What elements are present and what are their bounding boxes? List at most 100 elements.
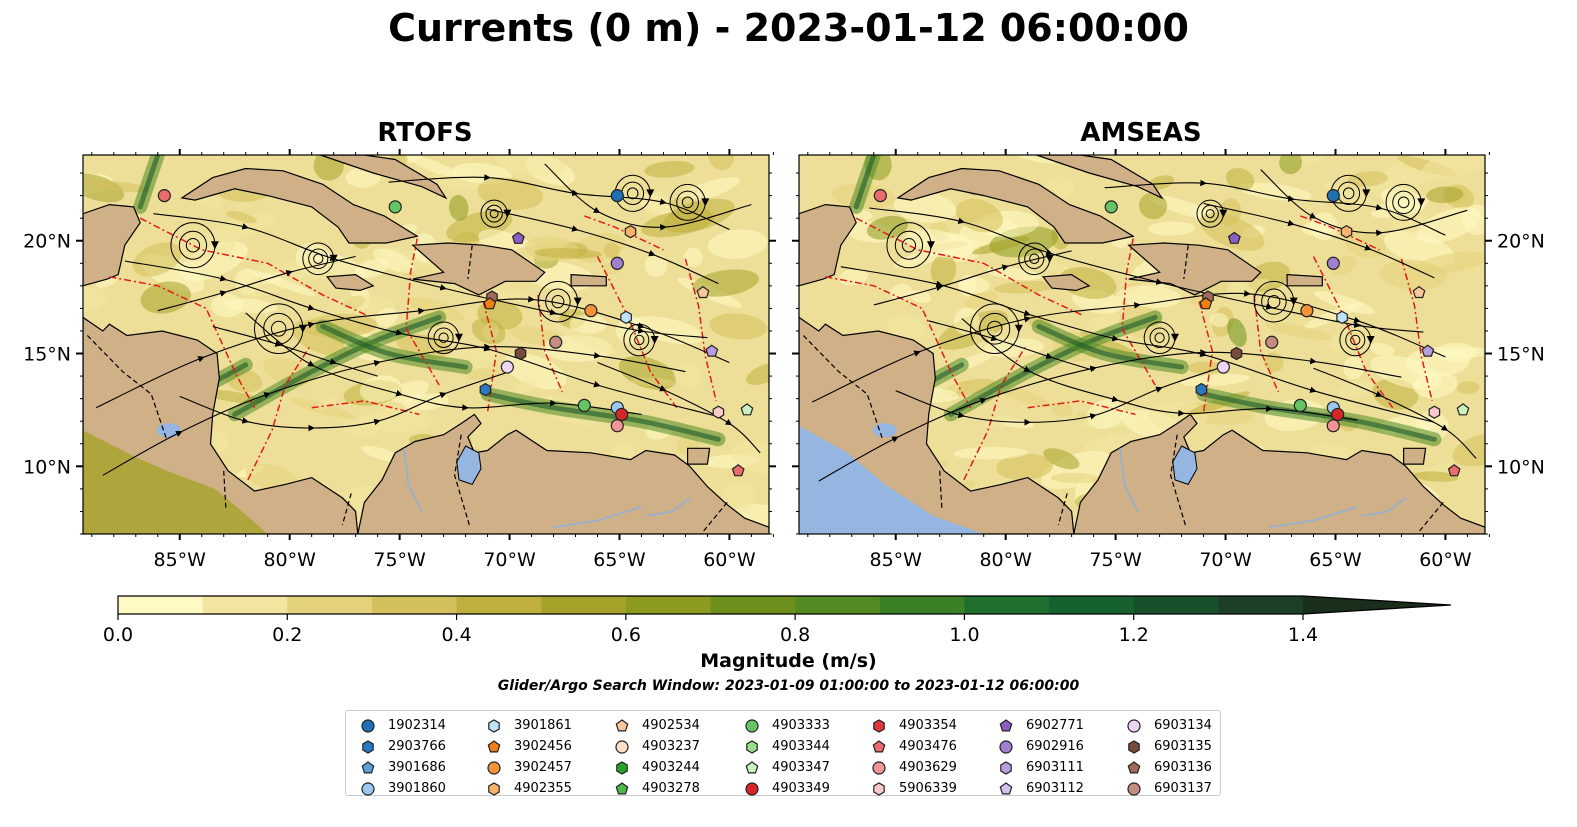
legend-item: 4903237 [614,736,700,757]
eddy-streamline [270,320,287,337]
eddy-streamline [676,190,700,215]
legend-marker [873,718,885,733]
legend-label: 4903278 [642,781,700,796]
speed-patch [708,155,735,171]
platform-marker [1293,398,1307,413]
platform-marker [1331,407,1345,422]
eddy-streamline [634,334,645,346]
lat-tick-label-left: 10°N [23,456,71,478]
eddy-streamline [901,237,917,253]
colorbar-tick-label: 0.0 [103,624,133,646]
border [939,470,943,510]
eddy-streamline [1345,329,1366,351]
eddy-streamline [263,312,295,345]
eddy-streamline [185,237,201,253]
eddy-streamline [986,320,1003,337]
legend-marker [999,781,1013,794]
hexagon-marker-icon [488,718,500,733]
legend-label: 6903135 [1154,739,1212,754]
lake-nicaragua [156,423,181,438]
lon-tick-label: 70°W [483,549,536,571]
streamline [212,325,378,377]
legend-item: 4903244 [614,757,700,778]
colorbar-tick-label: 1.2 [1119,624,1149,646]
speed-patch [1414,251,1485,275]
eddy-streamline [1201,204,1219,223]
platform-marker [511,231,525,244]
legend-item: 5906339 [871,778,957,799]
border [223,470,227,510]
land [1286,273,1323,287]
legend-marker [1128,739,1140,754]
border [453,434,471,528]
legend-item: 4903349 [744,778,830,799]
legend-label: 4903629 [899,760,957,775]
colorbar-tick-label: 0.4 [441,624,471,646]
speed-patch [644,160,695,178]
lon-tick-label: 60°W [703,549,756,571]
lon-tick-label: 85°W [870,549,923,571]
axis-tick-labels: 85°W 80°W 75°W 70°W 65°W 60°W 85°W 80°W 75°W 70°W… [23,231,1545,571]
eez-boundary [825,276,972,409]
eddy-streamline [1024,248,1045,270]
streamline [928,320,1094,371]
platform-marker [1340,225,1353,239]
streamline [895,365,1226,426]
speed-patch [407,155,459,177]
map-frame [82,154,770,535]
speed-patch [644,254,668,278]
legend-marker [999,718,1013,731]
land [799,203,857,287]
platform-marker [610,419,624,433]
lon-tick-label: 80°W [979,549,1032,571]
land [687,447,711,465]
platform-marker [577,398,591,413]
platform-marker [1230,346,1243,361]
speed-patch [1009,155,1055,164]
platform-marker [740,403,754,416]
lon-tick-label: 80°W [263,549,316,571]
eddy-arrow [329,254,338,263]
legend-label: 6903137 [1154,781,1212,796]
legend-item: 3901860 [360,778,446,799]
river [1269,506,1358,528]
legend-item: 6903112 [998,778,1084,799]
river [553,506,642,528]
speed-patch [1338,381,1375,398]
eddy-streamline [626,187,639,200]
pentagon-marker-icon [487,739,501,752]
eddy-arrow [573,297,582,306]
legend-label: 3902457 [514,760,572,775]
legend-label: 6902916 [1026,739,1084,754]
eddy-streamline [1154,332,1165,343]
lat-tick-label-left: 15°N [23,344,71,366]
legend-marker [873,781,885,796]
legend-marker [488,781,500,796]
legend-column: 6903134 6903135 6903136 6903137 [1126,715,1212,799]
border [1418,502,1444,533]
platform-marker [483,297,497,310]
legend-label: 4903333 [772,718,830,733]
platform-marker [584,304,598,318]
speed-patch [83,287,107,314]
legend-item: 4903476 [871,736,957,757]
lon-tick-label: 65°W [1309,549,1362,571]
legend-item: 3902456 [486,736,572,757]
speed-patch [709,313,768,340]
legend-label: 6903112 [1026,781,1084,796]
legend-item: 3901861 [486,715,572,736]
legend-item: 6903134 [1126,715,1212,736]
colorbar-label: Magnitude (m/s) [700,650,877,672]
legend-item: 4903629 [871,757,957,778]
map-panels: 85°W 80°W 75°W 70°W 65°W 60°W 85°W 80°W 75°W 70°W… [23,149,1545,571]
eddy-streamline [1267,295,1281,309]
speed-patch [1148,175,1175,190]
legend-column: 1902314 2903766 3901686 3901860 [360,715,446,799]
eddy-arrow [210,241,219,250]
speed-patch [1421,155,1485,178]
pentagon-marker-icon [745,760,759,773]
legend-marker [746,739,758,754]
eddy-arrow [1014,324,1023,333]
speed-patch [1417,207,1481,244]
legend-marker [615,739,629,754]
